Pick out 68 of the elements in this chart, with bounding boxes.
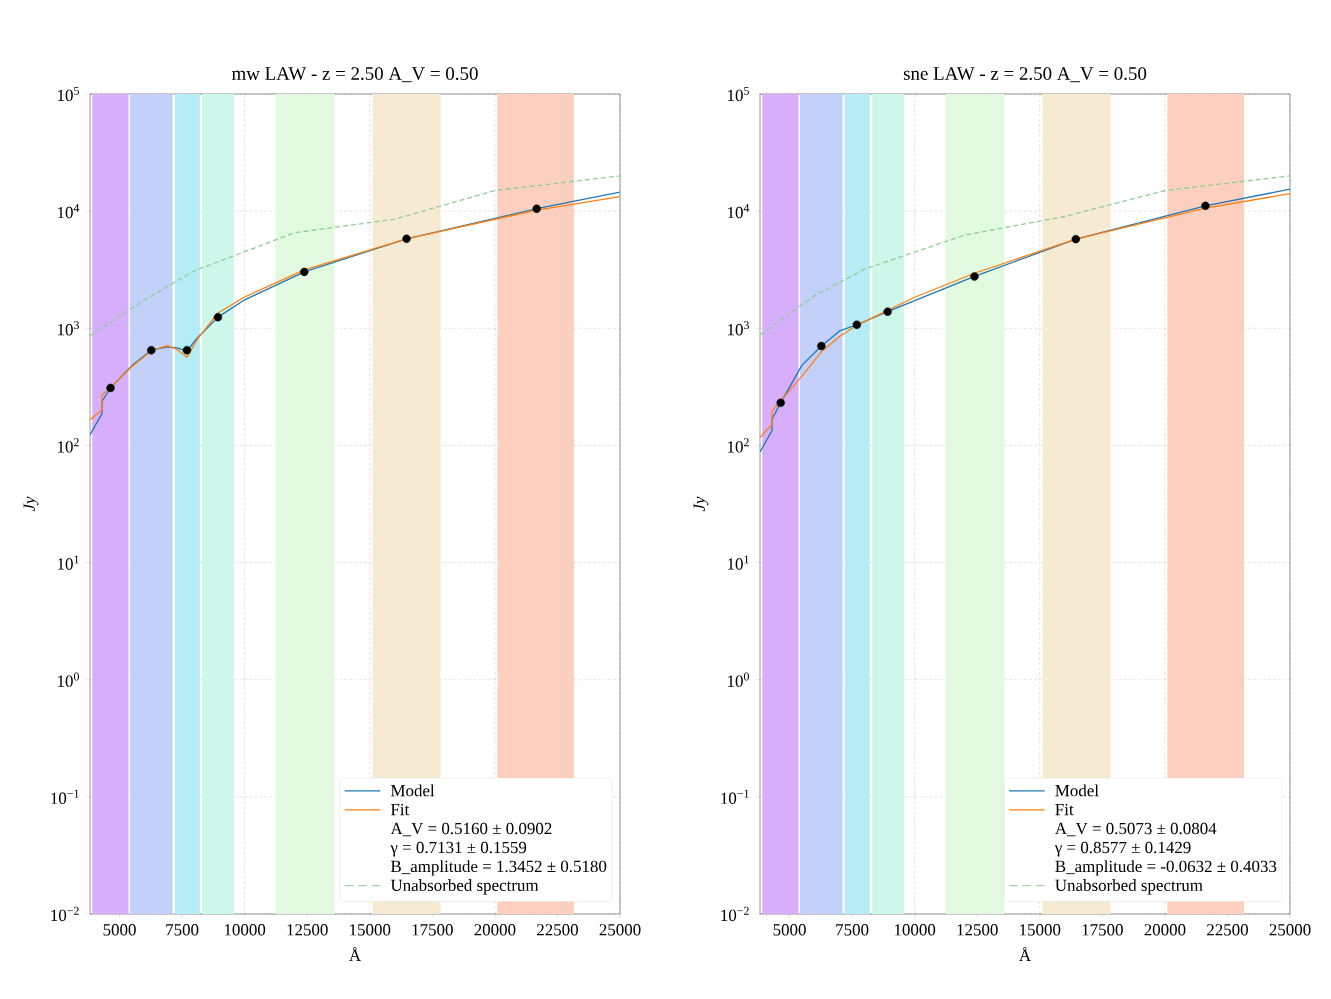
legend-label: Model: [1055, 784, 1099, 797]
point: [970, 272, 979, 281]
point: [852, 320, 862, 329]
legend-label: Fit: [1055, 803, 1074, 816]
y-tick-label: 10$^{3}$: [58, 321, 79, 336]
y-tick-label: 10$^{3}$: [728, 321, 749, 336]
y-tick-label: 10$^{2}$: [728, 438, 749, 453]
x-tick-label: 17500: [1082, 924, 1123, 936]
point: [1201, 201, 1210, 211]
y-tick-label: 10$^{1}$: [728, 555, 749, 570]
point: [213, 312, 223, 322]
point: [106, 383, 115, 393]
x-tick-label: 25000: [599, 924, 641, 936]
y-tick-label: 10$^{5}$: [728, 86, 749, 102]
point: [300, 267, 309, 277]
x-tick-label: 5000: [773, 924, 806, 936]
x-tick-label: 7500: [836, 924, 869, 936]
legend-label: Model: [390, 784, 435, 797]
legend-label: Unabsorbed spectrum: [390, 879, 539, 895]
y-axis-title: Jy: [693, 496, 709, 512]
chart-title: sne LAW - z = 2.50 A_V = 0.50: [903, 67, 1147, 83]
y-tick-label: 10$^{−2}$: [721, 906, 749, 922]
legend-label: Unabsorbed spectrum: [1055, 879, 1203, 895]
point: [147, 346, 156, 355]
annotation: γ = 0.7131 ± 0.1559: [390, 841, 527, 857]
point: [182, 346, 192, 355]
y-tick-label: 10$^{−2}$: [51, 906, 79, 922]
y-tick-label: 10$^{1}$: [58, 555, 79, 570]
x-tick-label: 15000: [350, 924, 391, 936]
annotation: B_amplitude = -0.0632 ± 0.4033: [1055, 860, 1277, 876]
point: [402, 234, 411, 243]
y-tick-label: 10$^{−1}$: [721, 789, 749, 804]
x-tick-label: 5000: [103, 924, 136, 936]
line-series: [90, 175, 620, 337]
annotation: γ = 0.8577 ± 0.1429: [1054, 841, 1191, 857]
x-axis-title: Å: [349, 947, 361, 961]
x-axis-title: Å: [1019, 947, 1032, 961]
line-series: [760, 175, 1291, 336]
x-tick-label: 15000: [1020, 924, 1061, 936]
point: [817, 341, 826, 351]
x-tick-label: 12500: [957, 924, 998, 936]
point: [532, 204, 541, 213]
chart-title: mw LAW - z = 2.50 A_V = 0.50: [231, 67, 478, 83]
y-tick-label: 10$^{4}$: [58, 204, 80, 219]
point: [1071, 234, 1080, 244]
y-tick-label: 10$^{5}$: [58, 86, 79, 102]
x-tick-label: 25000: [1269, 924, 1311, 936]
x-tick-label: 12500: [287, 924, 328, 936]
x-tick-label: 10000: [224, 924, 266, 936]
y-tick-label: 10$^{4}$: [728, 204, 750, 219]
point: [776, 398, 785, 408]
x-tick-label: 22500: [537, 924, 578, 936]
x-tick-label: 20000: [1144, 924, 1186, 936]
annotation: B_amplitude = 1.3452 ± 0.5180: [390, 860, 607, 876]
annotation: A_V = 0.5160 ± 0.0902: [390, 822, 552, 837]
x-tick-label: 17500: [412, 924, 453, 936]
x-tick-label: 20000: [474, 924, 516, 936]
y-tick-label: 10$^{0}$: [728, 672, 749, 687]
x-tick-label: 7500: [166, 924, 199, 936]
y-tick-label: 10$^{0}$: [58, 672, 79, 687]
y-axis-title: Jy: [23, 496, 39, 512]
x-tick-label: 10000: [894, 924, 936, 936]
annotation: A_V = 0.5073 ± 0.0804: [1054, 822, 1217, 837]
y-tick-label: 10$^{2}$: [58, 438, 79, 453]
legend-label: Fit: [390, 803, 410, 816]
y-tick-label: 10$^{−1}$: [51, 789, 79, 804]
x-tick-label: 22500: [1207, 924, 1248, 936]
point: [883, 307, 892, 316]
